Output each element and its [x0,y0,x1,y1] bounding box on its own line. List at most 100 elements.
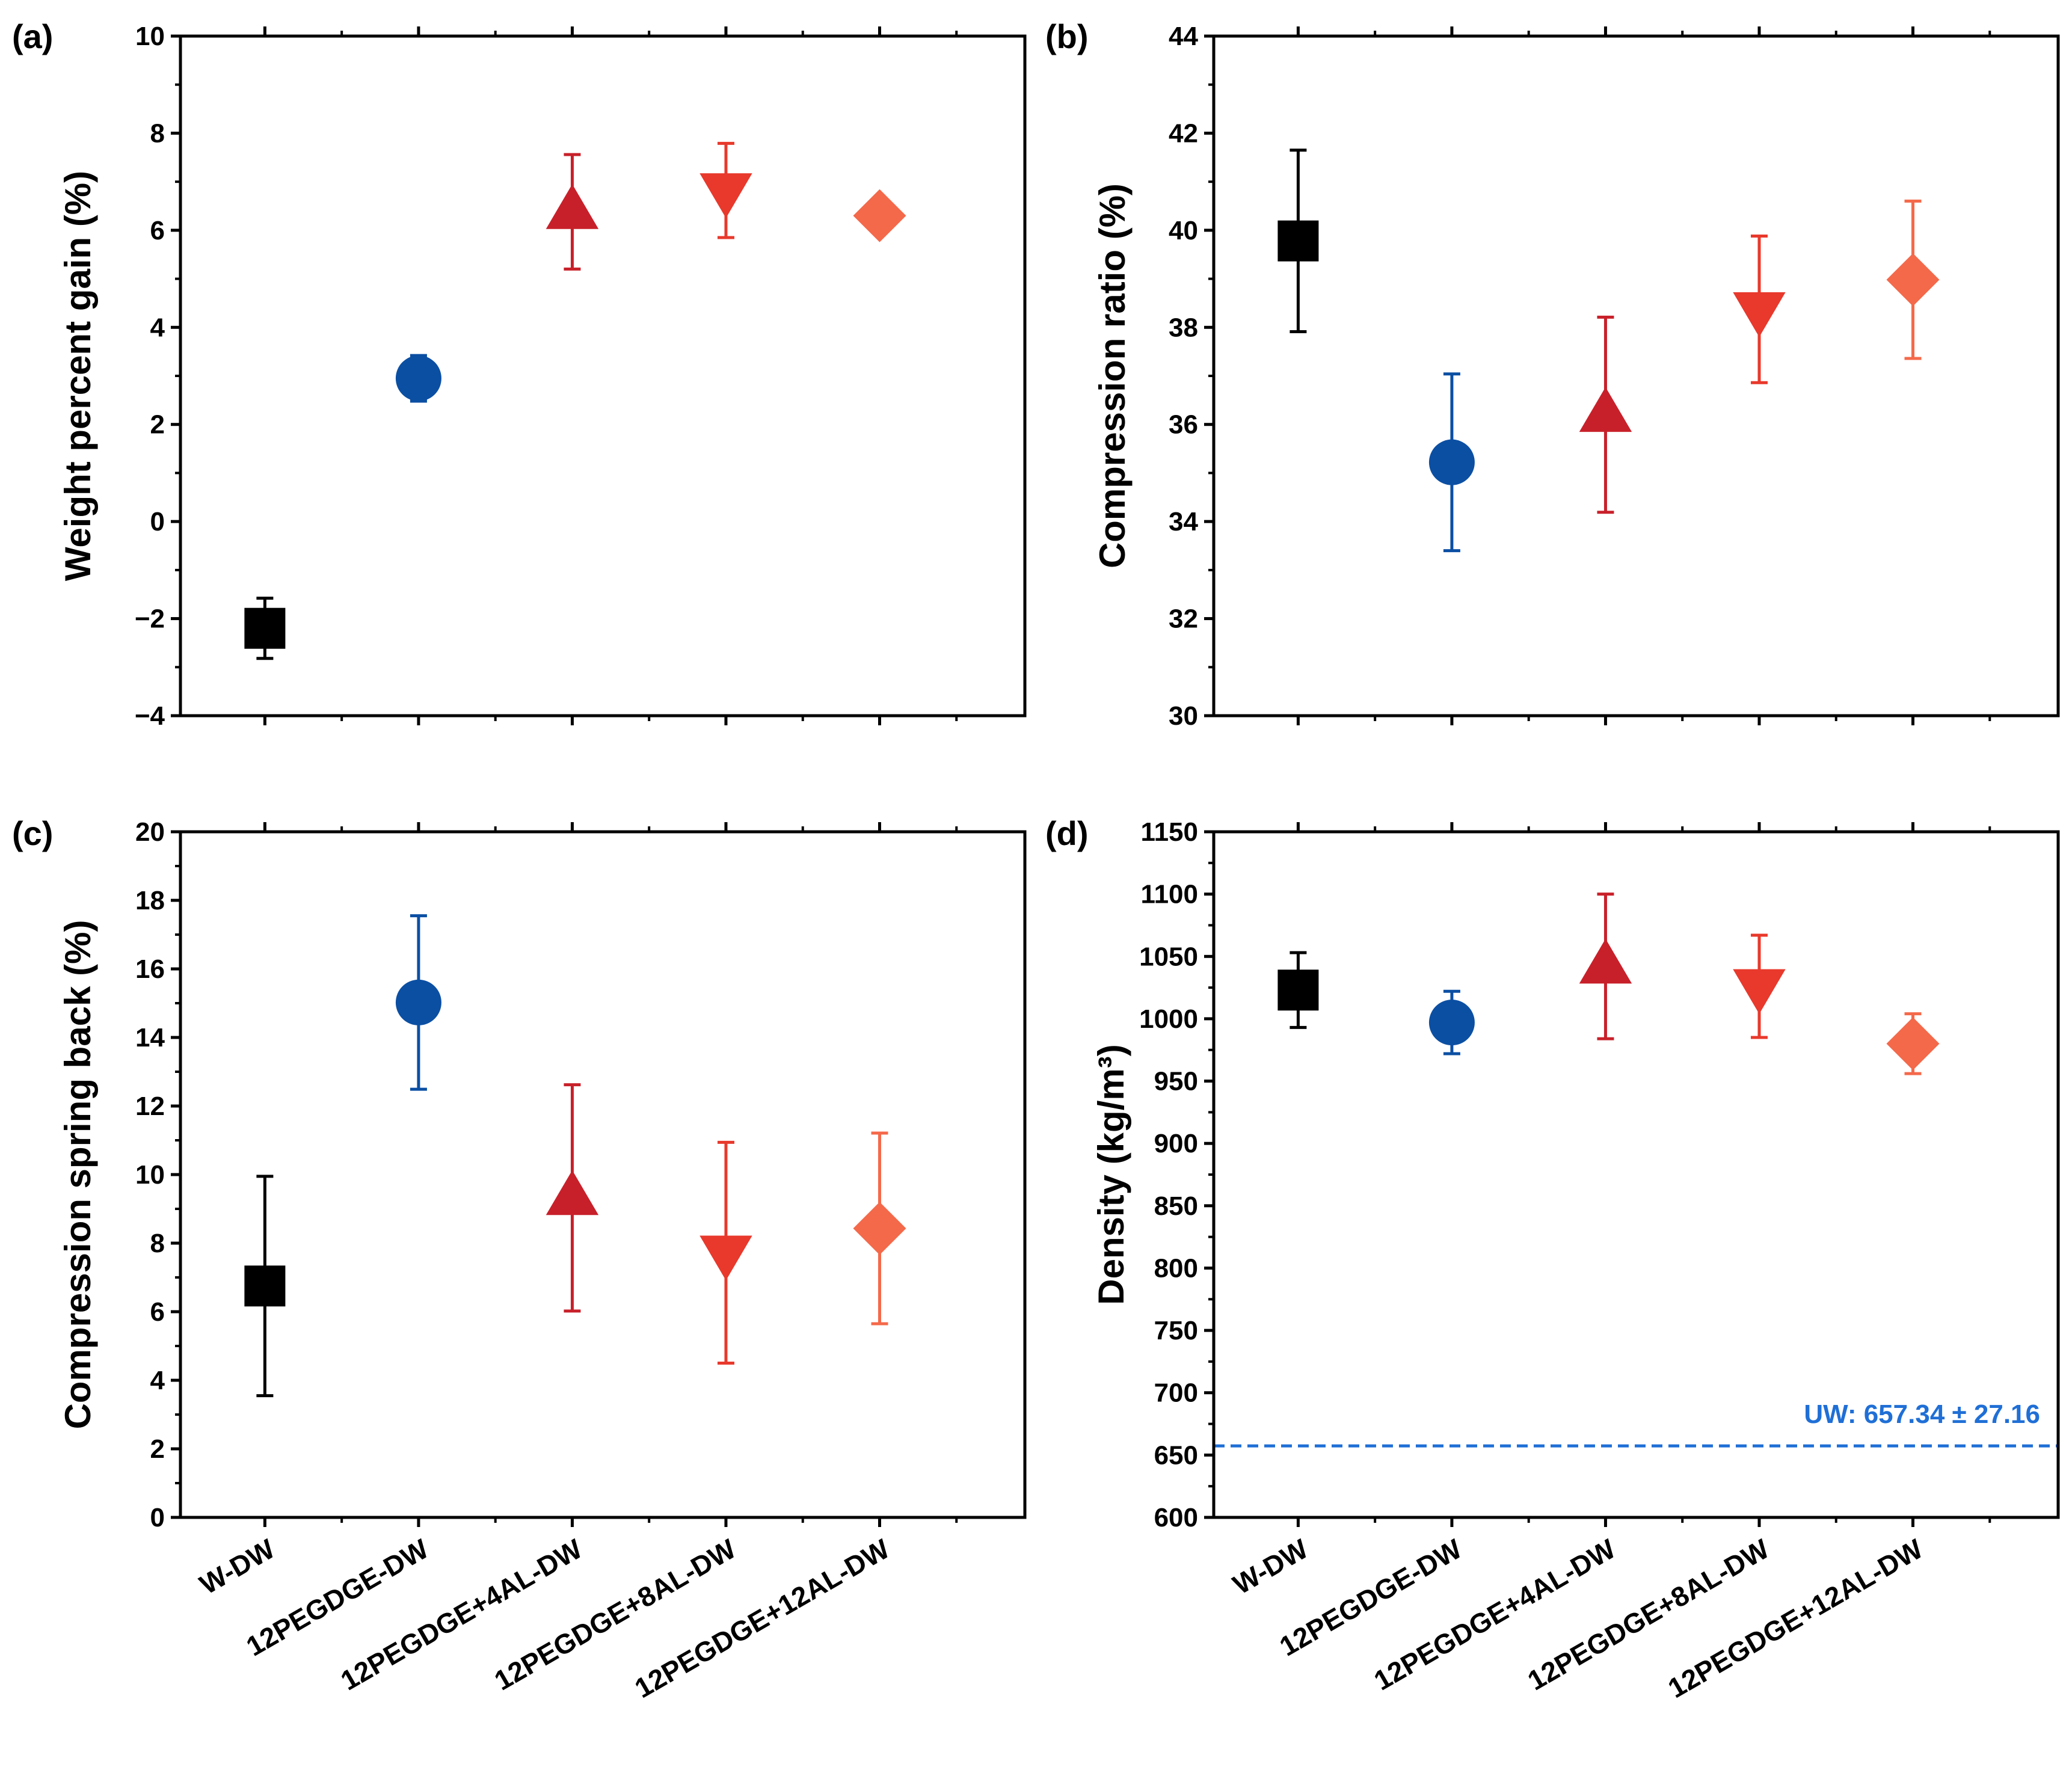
data-point [853,1131,906,1326]
y-tick-label: 1050 [1139,942,1198,971]
y-tick-label: 650 [1154,1440,1198,1470]
y-tick-label: 40 [1169,216,1198,245]
diamond-marker [853,1202,906,1255]
square-marker [244,1265,286,1307]
diamond-marker [1886,1017,1940,1071]
panel-d: UW: 657.34 ± 27.16 600 650 700 750 800 850 900 9… [1045,814,2060,1704]
y-tick-label: 10 [135,1160,165,1190]
y-tick-label: 6 [150,216,165,245]
data-point [546,153,599,271]
data-point [546,1083,599,1313]
y-tick-label: 18 [135,886,165,915]
data-point [244,597,286,660]
y-tick-label: 2 [150,410,165,440]
y-tick-label: 0 [150,507,165,536]
x-category-label: W-DW [1228,1532,1314,1600]
axes-frame [179,34,1027,717]
y-tick-label: 6 [150,1297,165,1327]
y-tick-label: 950 [1154,1067,1198,1096]
data-point [1277,951,1319,1029]
y-axis-title: Weight percent gain (%) [58,171,98,581]
y-tick-label: 0 [150,1503,165,1532]
triangle-up-marker [546,184,599,229]
x-category-label: 12PEGDGE+8AL-DW [489,1532,741,1696]
panel-label: (b) [1045,17,1089,55]
panel-c: 0 2 4 6 8 10 12 14 16 18 20 Compression spring back… [12,814,1027,1704]
y-tick-label: 32 [1169,604,1198,634]
diamond-marker [853,189,906,242]
data-point [395,354,441,403]
square-marker [1277,220,1319,262]
panel-b: 30 32 34 36 38 40 42 44 Compression ratio (%) (b) [1045,17,2060,731]
y-tick-label: 750 [1154,1316,1198,1345]
panel-a: −4 −2 0 2 4 6 8 10 Weight percent gain (%) (a) [12,17,1027,731]
axes-frame [1212,34,2060,717]
y-tick-label: 4 [150,1366,165,1395]
circle-marker [1428,439,1475,485]
y-axis-title: Compression spring back (%) [58,920,98,1430]
triangle-down-marker [1733,292,1786,337]
x-category-label: 12PEGDGE+12AL-DW [629,1532,895,1704]
triangle-down-marker [699,173,752,218]
triangle-up-marker [546,1170,599,1215]
triangle-up-marker [1579,387,1632,432]
y-tick-label: 36 [1169,410,1198,440]
y-tick-label: −2 [135,604,165,634]
triangle-up-marker [1579,938,1632,984]
data-point [244,1175,286,1398]
y-tick-label: 1150 [1141,817,1198,847]
data-point [1277,149,1319,334]
panel-label: (a) [12,17,53,55]
y-tick-label: 16 [135,954,165,984]
x-category-label: 12PEGDGE+12AL-DW [1662,1532,1928,1704]
y-tick-label: 38 [1169,313,1198,342]
y-tick-label: 30 [1169,701,1198,731]
reference-label: UW: 657.34 ± 27.16 [1804,1400,2040,1429]
data-point [1428,372,1475,553]
circle-marker [1428,1000,1475,1046]
y-axis-title: Compression ratio (%) [1092,183,1133,568]
y-tick-label: 4 [150,313,165,342]
data-point [699,1140,752,1365]
data-point [1579,893,1632,1040]
axes-frame [179,830,1027,1519]
x-category-label: 12PEGDGE+8AL-DW [1522,1532,1774,1696]
y-tick-label: 10 [135,22,165,51]
data-point [853,189,906,242]
data-point [395,914,441,1091]
data-point [699,141,752,239]
y-tick-label: 2 [150,1434,165,1464]
y-axis-title: Density (kg/m³) [1091,1044,1131,1304]
y-tick-label: 34 [1169,507,1198,536]
square-marker [1277,969,1319,1011]
diamond-marker [1886,253,1940,307]
circle-marker [395,355,441,402]
y-tick-label: 8 [150,118,165,148]
panel-label: (c) [12,814,53,852]
y-tick-label: 600 [1154,1503,1198,1532]
y-tick-label: 20 [135,817,165,847]
y-tick-label: 14 [135,1023,165,1052]
data-point [1733,235,1786,384]
circle-marker [395,979,441,1025]
x-category-label: 12PEGDGE+4AL-DW [336,1532,588,1696]
y-tick-label: 12 [135,1092,165,1121]
y-tick-label: 850 [1154,1191,1198,1221]
x-category-label: W-DW [194,1532,280,1600]
y-tick-label: 44 [1169,22,1198,51]
y-tick-label: −4 [135,701,165,731]
y-tick-label: 42 [1169,118,1198,148]
y-tick-label: 1100 [1141,880,1198,909]
panel-label: (d) [1045,814,1089,852]
x-category-label: 12PEGDGE+4AL-DW [1369,1532,1621,1696]
data-point [1886,199,1940,360]
data-point [1579,315,1632,514]
y-tick-label: 800 [1154,1253,1198,1283]
triangle-down-marker [1733,969,1786,1015]
data-point [1428,989,1475,1056]
square-marker [244,607,286,649]
y-tick-label: 8 [150,1229,165,1258]
y-tick-label: 1000 [1139,1004,1198,1034]
y-tick-label: 700 [1154,1378,1198,1408]
